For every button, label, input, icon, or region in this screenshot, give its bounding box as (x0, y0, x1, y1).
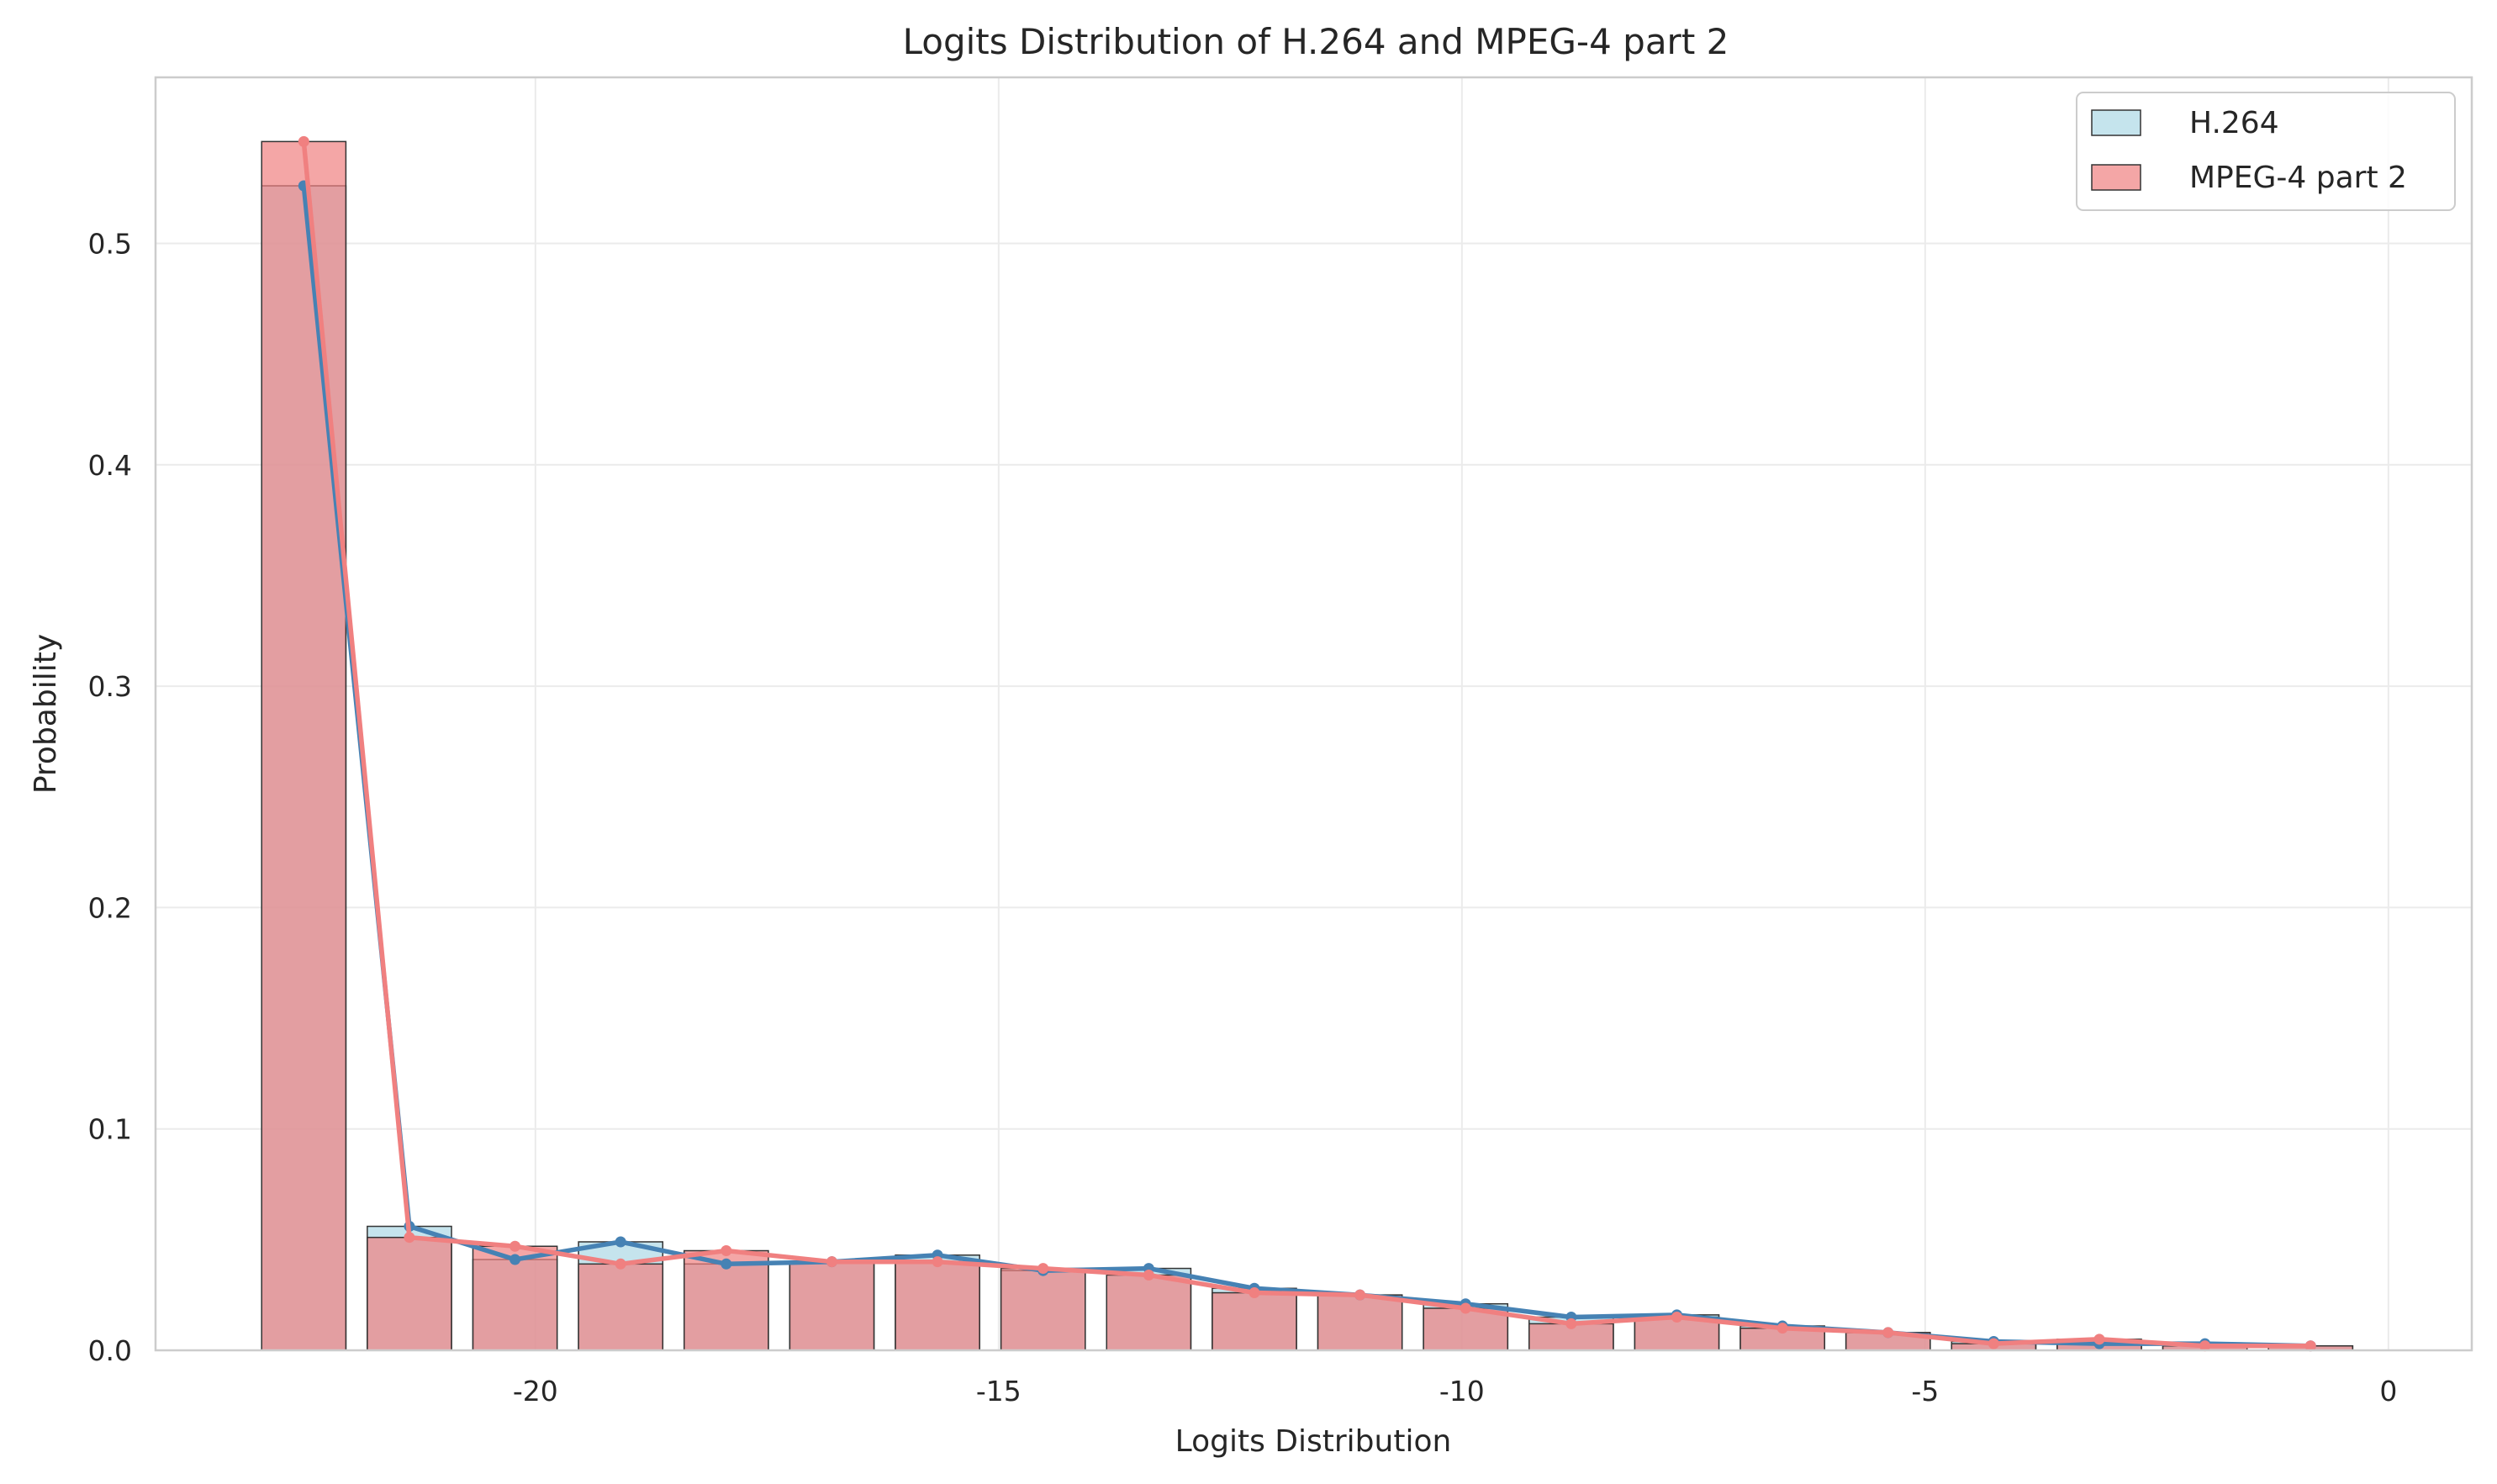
plot-frame (154, 76, 2473, 1352)
series-point (2304, 1340, 2316, 1352)
histogram-bar (1739, 1327, 1825, 1351)
histogram-bar (261, 140, 347, 1351)
y-tick-label: 0.4 (88, 449, 132, 482)
series-point (615, 1236, 626, 1248)
series-point (1882, 1327, 1894, 1339)
series-point (509, 1240, 521, 1252)
series-point (1248, 1287, 1260, 1299)
histogram-bar (1000, 1267, 1086, 1351)
series-point (2093, 1333, 2105, 1345)
x-tick-label: -20 (513, 1375, 558, 1407)
histogram-bar (1212, 1291, 1297, 1351)
y-tick-label: 0.5 (88, 227, 132, 260)
plot-area (156, 77, 2472, 1350)
histogram-bar (895, 1260, 980, 1351)
series-point (721, 1258, 732, 1270)
series-point (298, 135, 309, 147)
series-point (615, 1258, 626, 1270)
axis-ticks: -20 -15 -10 -5 0 0.0 0.1 0.2 0.3 0.4 0.5 (88, 227, 2398, 1407)
series-point (826, 1256, 837, 1268)
y-tick-label: 0.1 (88, 1113, 132, 1146)
legend-swatch-mpeg4 (2091, 164, 2141, 191)
x-tick-label: -5 (1911, 1375, 1939, 1407)
series-point (1565, 1318, 1577, 1329)
legend: H.264 MPEG-4 part 2 (2076, 92, 2456, 211)
series-point (1776, 1323, 1788, 1334)
legend-swatch-h264 (2091, 109, 2141, 136)
histogram-bar (1106, 1274, 1192, 1351)
series-point (509, 1254, 521, 1265)
x-tick-label: -15 (976, 1375, 1022, 1407)
y-tick-label: 0.3 (88, 670, 132, 703)
series-line (301, 141, 2311, 1349)
histogram-bar (578, 1263, 664, 1351)
y-axis-label: Probability (29, 634, 63, 794)
y-tick-label: 0.0 (88, 1334, 132, 1367)
legend-label-h264: H.264 (2189, 106, 2279, 140)
histogram-bar (367, 1236, 452, 1351)
legend-box (2076, 92, 2456, 211)
series-point (404, 1232, 415, 1244)
series-point (1671, 1312, 1682, 1323)
series-point (2199, 1340, 2211, 1352)
legend-label-mpeg4: MPEG-4 part 2 (2189, 161, 2407, 195)
y-tick-label: 0.2 (88, 891, 132, 924)
series-point (721, 1245, 732, 1257)
series-point (1354, 1289, 1366, 1301)
histogram-bar (789, 1260, 875, 1351)
chart-title: Logits Distribution of H.264 and MPEG-4 … (903, 21, 1729, 62)
histogram-bars (261, 140, 2354, 1351)
series-point (1988, 1338, 1999, 1349)
histogram-bar (1317, 1294, 1403, 1351)
series-point (1143, 1269, 1154, 1281)
series-point (1037, 1263, 1049, 1275)
x-axis-label: Logits Distribution (1175, 1424, 1452, 1459)
x-tick-label: 0 (2379, 1375, 2397, 1407)
series-point (1460, 1302, 1471, 1314)
x-tick-label: -10 (1439, 1375, 1485, 1407)
series-point (932, 1256, 943, 1268)
density-lines (298, 135, 2316, 1352)
